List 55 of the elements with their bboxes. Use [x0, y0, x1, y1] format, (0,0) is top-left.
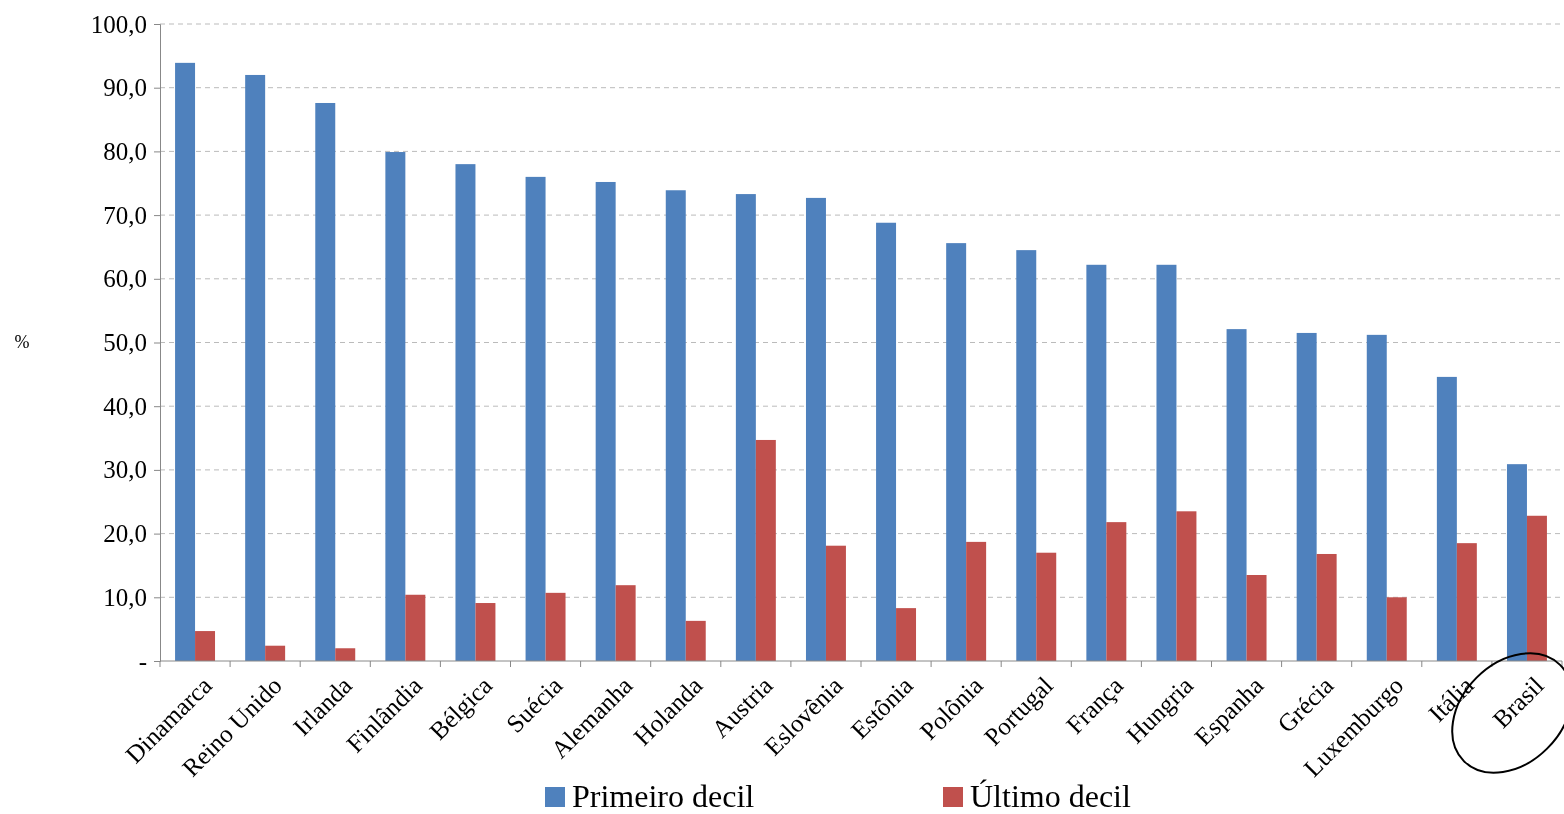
y-tick-label: 60,0 [103, 265, 147, 293]
y-tick-label: 100,0 [90, 10, 147, 38]
bar [1036, 552, 1057, 661]
bar [1366, 334, 1387, 661]
bar [896, 608, 917, 661]
bar [1086, 264, 1107, 661]
bar [1226, 329, 1247, 661]
bar [195, 631, 216, 661]
bar [966, 541, 987, 661]
bar [1246, 575, 1267, 661]
bar [385, 152, 406, 661]
x-tick-label: Itália [1423, 671, 1479, 728]
bar [1176, 511, 1197, 661]
legend-label: Primeiro decil [572, 778, 755, 814]
bar [475, 603, 496, 661]
bar [265, 645, 286, 661]
bar [1436, 376, 1457, 661]
bar [735, 194, 756, 661]
bar [805, 197, 826, 661]
bar [245, 74, 266, 661]
y-tick-label: 10,0 [103, 583, 147, 611]
bar [825, 545, 846, 661]
y-tick-label: 90,0 [103, 74, 147, 102]
y-tick-label: - [138, 647, 147, 675]
bar [405, 594, 426, 661]
bar [1526, 515, 1547, 661]
bar [315, 102, 336, 661]
bar [1106, 522, 1127, 661]
bar [545, 592, 566, 661]
bar [685, 620, 706, 661]
bar [1506, 464, 1527, 661]
bar [525, 176, 546, 661]
y-tick-label: 50,0 [103, 329, 147, 356]
bar [175, 62, 196, 661]
bar [1456, 543, 1477, 661]
bar [1386, 597, 1407, 661]
y-tick-label: 70,0 [103, 201, 147, 229]
bar [455, 164, 476, 661]
bar [1156, 264, 1177, 661]
y-tick-label: 80,0 [103, 137, 147, 165]
bar [876, 222, 897, 661]
bar [946, 243, 967, 661]
bar [615, 585, 636, 661]
bar [595, 181, 616, 661]
y-axis-title: % [14, 331, 30, 352]
bar [335, 648, 356, 661]
y-tick-label: 30,0 [103, 456, 147, 484]
y-tick-label: 20,0 [103, 520, 147, 548]
y-tick-label: 40,0 [103, 392, 147, 420]
legend-label: Último decil [970, 778, 1131, 814]
bar [1296, 332, 1317, 661]
bar [1316, 553, 1337, 661]
bar [665, 190, 686, 661]
bar [755, 439, 776, 661]
bar [1016, 250, 1037, 661]
